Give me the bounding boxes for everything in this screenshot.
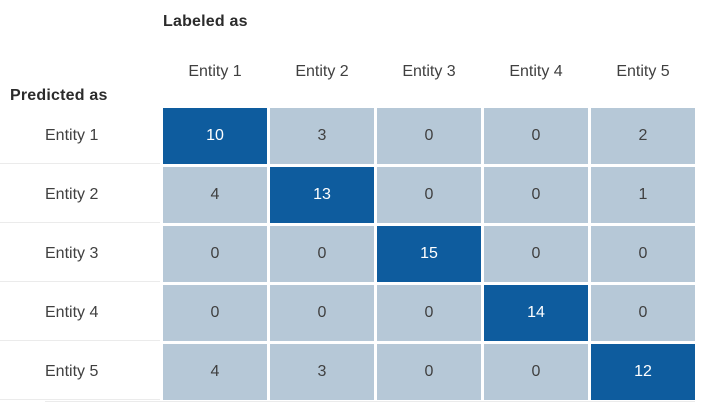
row-label: Entity 4 bbox=[0, 285, 160, 341]
matrix-cell: 4 bbox=[163, 167, 267, 223]
column-header: Entity 3 bbox=[402, 62, 456, 80]
matrix-cell: 0 bbox=[591, 285, 695, 341]
row-label: Entity 3 bbox=[0, 226, 160, 282]
matrix-cell: 0 bbox=[484, 344, 588, 400]
matrix-cell: 0 bbox=[484, 167, 588, 223]
column-header: Entity 1 bbox=[188, 62, 242, 80]
matrix-cell: 0 bbox=[377, 285, 481, 341]
row-label: Entity 1 bbox=[0, 108, 160, 164]
confusion-matrix-grid: Entity 1 Entity 2 Entity 3 Entity 4 Entity 5… bbox=[0, 50, 695, 402]
matrix-cell: 0 bbox=[591, 226, 695, 282]
row-label: Entity 5 bbox=[0, 344, 160, 400]
matrix-cell: 3 bbox=[270, 108, 374, 164]
matrix-cell: 15 bbox=[377, 226, 481, 282]
matrix-cell: 0 bbox=[484, 226, 588, 282]
matrix-cell: 3 bbox=[270, 344, 374, 400]
corner-spacer bbox=[0, 50, 160, 105]
row-label: Entity 2 bbox=[0, 167, 160, 223]
column-header: Entity 4 bbox=[509, 62, 563, 80]
column-axis-title: Labeled as bbox=[163, 13, 248, 30]
matrix-cell: 13 bbox=[270, 167, 374, 223]
matrix-cell: 0 bbox=[163, 285, 267, 341]
matrix-cell: 12 bbox=[591, 344, 695, 400]
matrix-cell: 0 bbox=[484, 108, 588, 164]
matrix-cell: 0 bbox=[270, 285, 374, 341]
matrix-cell: 0 bbox=[377, 108, 481, 164]
matrix-cell: 0 bbox=[377, 167, 481, 223]
matrix-cell: 10 bbox=[163, 108, 267, 164]
matrix-cell: 2 bbox=[591, 108, 695, 164]
matrix-cell: 14 bbox=[484, 285, 588, 341]
matrix-cell: 0 bbox=[377, 344, 481, 400]
matrix-cell: 0 bbox=[270, 226, 374, 282]
column-header: Entity 5 bbox=[616, 62, 670, 80]
matrix-cell: 1 bbox=[591, 167, 695, 223]
matrix-cell: 4 bbox=[163, 344, 267, 400]
row-axis-title: Predicted as bbox=[10, 87, 108, 104]
matrix-cell: 0 bbox=[163, 226, 267, 282]
column-header: Entity 2 bbox=[295, 62, 349, 80]
